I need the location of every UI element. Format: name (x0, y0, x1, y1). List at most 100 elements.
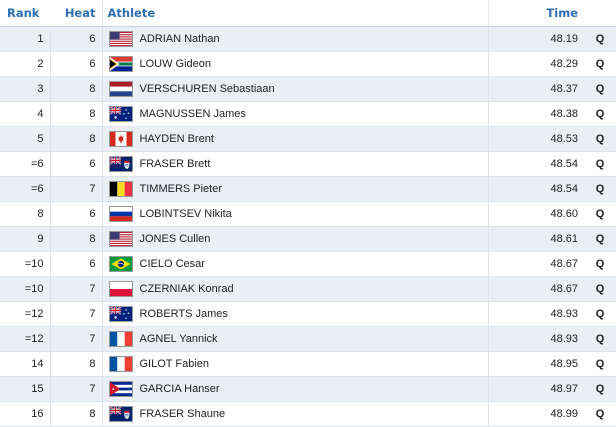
athlete-name-link[interactable]: ADRIAN Nathan (139, 32, 220, 45)
athlete-cell: VERSCHUREN Sebastiaan (102, 76, 489, 102)
table-row[interactable]: 14 8 GILOT Fabien 48.95 Q (0, 351, 616, 377)
russia-flag-icon (108, 205, 133, 222)
netherlands-flag-icon (108, 80, 133, 97)
heat-cell: 6 (50, 26, 103, 52)
cayman-islands-flag-icon (108, 405, 133, 422)
table-row[interactable]: 4 8 MAGNUSSEN James 48.38 Q (0, 101, 616, 127)
time-cell: 48.67 (488, 276, 584, 302)
heat-cell: 8 (50, 351, 103, 377)
table-row[interactable]: 8 6 LOBINTSEV Nikita 48.60 Q (0, 201, 616, 227)
poland-flag-icon (108, 280, 133, 297)
table-row[interactable]: 5 8 HAYDEN Brent 48.53 Q (0, 126, 616, 152)
south-africa-flag-icon (108, 55, 133, 72)
athlete-name-link[interactable]: HAYDEN Brent (139, 132, 214, 145)
rank-cell: 16 (0, 401, 51, 427)
athlete-cell: AGNEL Yannick (102, 326, 489, 352)
athlete-cell: HAYDEN Brent (102, 126, 489, 152)
athlete-name-link[interactable]: FRASER Shaune (139, 407, 226, 420)
usa-flag-icon (108, 230, 133, 247)
australia-flag-icon (108, 305, 133, 322)
qualified-badge: Q (584, 176, 616, 202)
athlete-name-link[interactable]: JONES Cullen (139, 232, 211, 245)
time-cell: 48.54 (488, 176, 584, 202)
table-row[interactable]: 2 6 LOUW Gideon 48.29 Q (0, 51, 616, 77)
qualified-badge: Q (584, 326, 616, 352)
athlete-cell: TIMMERS Pieter (102, 176, 489, 202)
table-row[interactable]: 3 8 VERSCHUREN Sebastiaan 48.37 Q (0, 76, 616, 102)
rank-cell: 1 (0, 26, 51, 52)
rank-cell: 8 (0, 201, 51, 227)
athlete-name-link[interactable]: FRASER Brett (139, 157, 211, 170)
athlete-name-link[interactable]: LOUW Gideon (139, 57, 212, 70)
athlete-name-link[interactable]: VERSCHUREN Sebastiaan (139, 82, 275, 95)
heat-cell: 7 (50, 301, 103, 327)
rank-cell: 9 (0, 226, 51, 252)
table-row[interactable]: =10 6 CIELO Cesar 48.67 Q (0, 251, 616, 277)
qualification-header (584, 0, 616, 27)
table-row[interactable]: =6 6 FRASER Brett 48.54 Q (0, 151, 616, 177)
time-cell: 48.95 (488, 351, 584, 377)
athlete-name-link[interactable]: GILOT Fabien (139, 357, 210, 370)
rank-cell: 3 (0, 76, 51, 102)
athlete-cell: GARCIA Hanser (102, 376, 489, 402)
time-cell: 48.19 (488, 26, 584, 52)
time-cell: 48.97 (488, 376, 584, 402)
table-row[interactable]: =12 7 AGNEL Yannick 48.93 Q (0, 326, 616, 352)
rank-cell: =10 (0, 276, 51, 302)
cuba-flag-icon (108, 380, 133, 397)
heat-cell: 6 (50, 201, 103, 227)
athlete-cell: LOBINTSEV Nikita (102, 201, 489, 227)
qualified-badge: Q (584, 301, 616, 327)
table-row[interactable]: =10 7 CZERNIAK Konrad 48.67 Q (0, 276, 616, 302)
rank-cell: =12 (0, 301, 51, 327)
time-cell: 48.61 (488, 226, 584, 252)
rank-cell: 5 (0, 126, 51, 152)
heat-cell: 7 (50, 326, 103, 352)
table-row[interactable]: 9 8 JONES Cullen 48.61 Q (0, 226, 616, 252)
time-cell: 48.93 (488, 326, 584, 352)
athlete-name-link[interactable]: GARCIA Hanser (139, 382, 220, 395)
qualified-badge: Q (584, 126, 616, 152)
australia-flag-icon (108, 105, 133, 122)
table-row[interactable]: 15 7 GARCIA Hanser 48.97 Q (0, 376, 616, 402)
time-cell: 48.38 (488, 101, 584, 127)
athlete-name-link[interactable]: CIELO Cesar (139, 257, 205, 270)
athlete-name-link[interactable]: CZERNIAK Konrad (139, 282, 234, 295)
time-cell: 48.53 (488, 126, 584, 152)
table-row[interactable]: =12 7 ROBERTS James 48.93 Q (0, 301, 616, 327)
table-row[interactable]: 1 6 ADRIAN Nathan 48.19 Q (0, 26, 616, 52)
athlete-name-link[interactable]: AGNEL Yannick (139, 332, 218, 345)
heat-cell: 8 (50, 126, 103, 152)
results-body: 1 6 ADRIAN Nathan 48.19 Q 2 6 LOUW Gideon 48.29 Q… (0, 26, 616, 427)
qualified-badge: Q (584, 251, 616, 277)
rank-cell: =6 (0, 176, 51, 202)
athlete-name-link[interactable]: TIMMERS Pieter (139, 182, 223, 195)
heat-header[interactable]: Heat (50, 0, 103, 27)
athlete-cell: FRASER Brett (102, 151, 489, 177)
table-row[interactable]: =6 7 TIMMERS Pieter 48.54 Q (0, 176, 616, 202)
time-header[interactable]: Time (488, 0, 584, 27)
time-cell: 48.60 (488, 201, 584, 227)
athlete-name-link[interactable]: ROBERTS James (139, 307, 228, 320)
athlete-cell: CZERNIAK Konrad (102, 276, 489, 302)
heat-cell: 6 (50, 151, 103, 177)
rank-cell: 14 (0, 351, 51, 377)
qualified-badge: Q (584, 26, 616, 52)
athlete-cell: ADRIAN Nathan (102, 26, 489, 52)
athlete-cell: LOUW Gideon (102, 51, 489, 77)
rank-header[interactable]: Rank (0, 0, 50, 27)
table-row[interactable]: 16 8 FRASER Shaune 48.99 Q (0, 401, 616, 427)
athlete-header[interactable]: Athlete (102, 0, 489, 27)
time-cell: 48.29 (488, 51, 584, 77)
time-cell: 48.99 (488, 401, 584, 427)
time-cell: 48.37 (488, 76, 584, 102)
athlete-name-link[interactable]: MAGNUSSEN James (139, 107, 246, 120)
athlete-name-link[interactable]: LOBINTSEV Nikita (139, 207, 232, 220)
rank-cell: =6 (0, 151, 51, 177)
time-cell: 48.67 (488, 251, 584, 277)
athlete-cell: ROBERTS James (102, 301, 489, 327)
heat-cell: 8 (50, 101, 103, 127)
header-row: Rank Heat Athlete Time (0, 0, 616, 27)
qualified-badge: Q (584, 76, 616, 102)
heat-cell: 7 (50, 176, 103, 202)
